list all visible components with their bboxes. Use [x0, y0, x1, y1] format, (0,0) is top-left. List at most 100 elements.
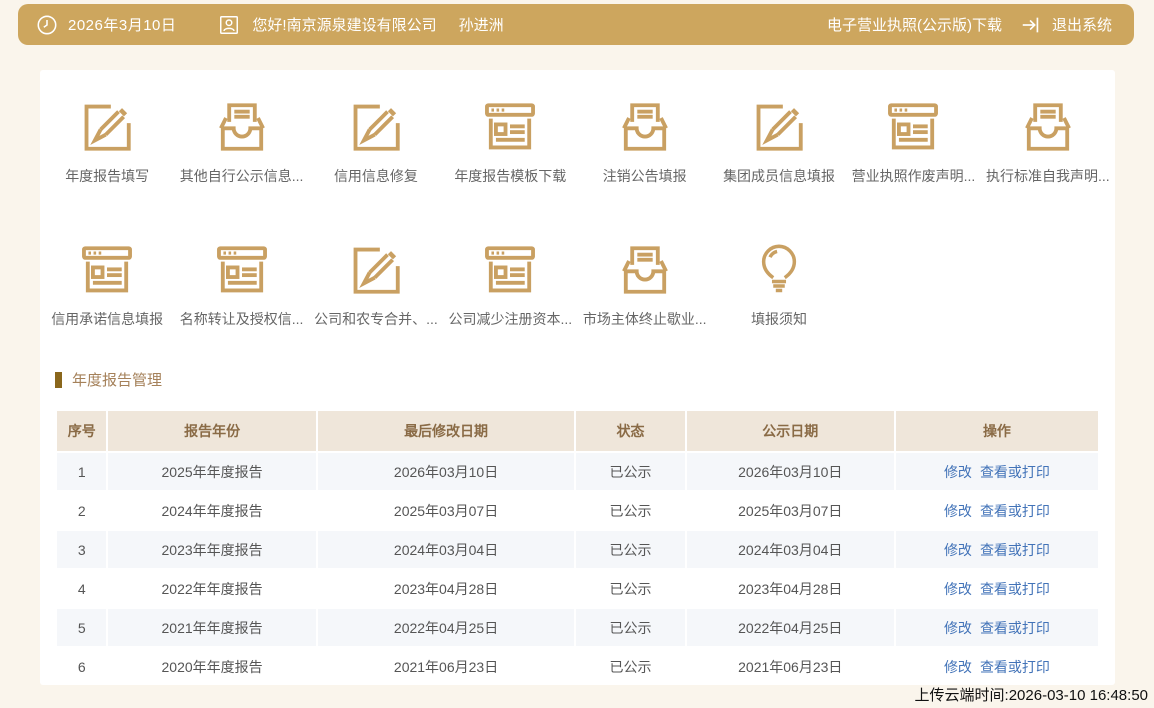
- upload-cloud-time: 上传云端时间:2026-03-10 16:48:50: [914, 687, 1148, 704]
- modify-link[interactable]: 修改: [943, 463, 972, 480]
- feature-item[interactable]: 名称转让及授权信...: [174, 238, 308, 329]
- inbox-icon: [613, 95, 677, 159]
- user-icon: [218, 14, 240, 36]
- feature-item[interactable]: 信用信息修复: [309, 95, 443, 186]
- user-name: 孙进洲: [458, 17, 504, 34]
- edit-icon: [747, 95, 811, 159]
- feature-label: 注销公告填报: [602, 168, 687, 184]
- company-greeting: 您好!南京源泉建设有限公司: [252, 17, 437, 34]
- modify-link[interactable]: 修改: [943, 619, 972, 636]
- view-or-print-link[interactable]: 查看或打印: [979, 502, 1050, 519]
- table-row: 5 2021年年度报告 2022年04月25日 已公示 2022年04月25日 修改 查看或…: [57, 609, 1098, 646]
- column-header: 序号: [57, 411, 107, 451]
- feature-label: 营业执照作废声明...: [851, 168, 976, 184]
- cell-status: 已公示: [576, 531, 685, 568]
- inbox-icon: [210, 95, 274, 159]
- section-accent-bar: [55, 371, 62, 388]
- browser-icon: [478, 95, 542, 159]
- bulb-icon: [747, 238, 811, 302]
- current-date: 2026年3月10日: [68, 17, 177, 34]
- cell-year: 2020年年度报告: [108, 648, 316, 685]
- cell-modified: 2023年04月28日: [317, 570, 575, 607]
- inbox-icon: [613, 238, 677, 302]
- cell-published: 2022年04月25日: [686, 609, 894, 646]
- feature-grid-row1: 年度报告填写 其他自行公示信息... 信用信息修复 年度报告模板下载 注销公告填…: [40, 70, 1115, 186]
- edit-icon: [75, 95, 139, 159]
- cell-status: 已公示: [576, 609, 685, 646]
- cell-actions: 修改 查看或打印: [895, 492, 1098, 529]
- view-or-print-link[interactable]: 查看或打印: [979, 541, 1050, 558]
- feature-item[interactable]: 其他自行公示信息...: [174, 95, 308, 186]
- view-or-print-link[interactable]: 查看或打印: [979, 463, 1050, 480]
- table-header-row: 序号 报告年份 最后修改日期 状态 公示日期 操作: [57, 411, 1098, 451]
- feature-label: 执行标准自我声明...: [985, 168, 1110, 184]
- feature-item[interactable]: 执行标准自我声明...: [981, 95, 1115, 186]
- cell-modified: 2024年03月04日: [317, 531, 575, 568]
- view-or-print-link[interactable]: 查看或打印: [979, 619, 1050, 636]
- modify-link[interactable]: 修改: [943, 658, 972, 675]
- column-header: 最后修改日期: [317, 411, 575, 451]
- cell-year: 2021年年度报告: [108, 609, 316, 646]
- feature-item[interactable]: 填报须知: [712, 238, 846, 329]
- feature-label: 公司减少注册资本...: [448, 311, 573, 327]
- feature-grid-row2: 信用承诺信息填报 名称转让及授权信... 公司和农专合并、... 公司减少注册资…: [40, 186, 1115, 329]
- modify-link[interactable]: 修改: [943, 580, 972, 597]
- cell-no: 3: [57, 531, 107, 568]
- feature-item[interactable]: 年度报告模板下载: [443, 95, 577, 186]
- column-header: 公示日期: [686, 411, 894, 451]
- browser-icon: [75, 238, 139, 302]
- feature-label: 公司和农专合并、...: [314, 311, 438, 327]
- cell-actions: 修改 查看或打印: [895, 453, 1098, 490]
- cell-status: 已公示: [576, 453, 685, 490]
- section-title: 年度报告管理: [72, 372, 163, 389]
- cell-status: 已公示: [576, 492, 685, 529]
- feature-label: 集团成员信息填报: [723, 168, 836, 184]
- cell-no: 2: [57, 492, 107, 529]
- cell-actions: 修改 查看或打印: [895, 570, 1098, 607]
- annual-report-table-wrap: 序号 报告年份 最后修改日期 状态 公示日期 操作 1 2025年年度报告 2026年03月1…: [55, 409, 1100, 687]
- cell-year: 2024年年度报告: [108, 492, 316, 529]
- cell-no: 4: [57, 570, 107, 607]
- feature-item[interactable]: 注销公告填报: [578, 95, 712, 186]
- cell-published: 2021年06月23日: [686, 648, 894, 685]
- cell-published: 2023年04月28日: [686, 570, 894, 607]
- feature-item[interactable]: 年度报告填写: [40, 95, 174, 186]
- view-or-print-link[interactable]: 查看或打印: [979, 658, 1050, 675]
- section-header: 年度报告管理: [55, 369, 1115, 390]
- cell-actions: 修改 查看或打印: [895, 609, 1098, 646]
- feature-label: 信用信息修复: [333, 168, 418, 184]
- cell-no: 1: [57, 453, 107, 490]
- feature-label: 填报须知: [751, 311, 808, 327]
- logout-button[interactable]: 退出系统: [1051, 17, 1112, 34]
- modify-link[interactable]: 修改: [943, 541, 972, 558]
- feature-label: 年度报告填写: [65, 168, 150, 184]
- feature-label: 名称转让及授权信...: [179, 311, 304, 327]
- feature-item[interactable]: 公司和农专合并、...: [309, 238, 443, 329]
- feature-item[interactable]: 集团成员信息填报: [712, 95, 846, 186]
- cell-published: 2024年03月04日: [686, 531, 894, 568]
- feature-label: 信用承诺信息填报: [51, 311, 164, 327]
- edit-icon: [344, 95, 408, 159]
- table-row: 4 2022年年度报告 2023年04月28日 已公示 2023年04月28日 修改 查看或…: [57, 570, 1098, 607]
- feature-item[interactable]: 公司减少注册资本...: [443, 238, 577, 329]
- main-card: 年度报告填写 其他自行公示信息... 信用信息修复 年度报告模板下载 注销公告填…: [40, 70, 1115, 685]
- browser-icon: [881, 95, 945, 159]
- modify-link[interactable]: 修改: [943, 502, 972, 519]
- browser-icon: [210, 238, 274, 302]
- cell-no: 5: [57, 609, 107, 646]
- cell-published: 2025年03月07日: [686, 492, 894, 529]
- browser-icon: [478, 238, 542, 302]
- cell-modified: 2022年04月25日: [317, 609, 575, 646]
- cell-modified: 2025年03月07日: [317, 492, 575, 529]
- logout-icon[interactable]: [1020, 14, 1042, 36]
- license-download-link[interactable]: 电子营业执照(公示版)下载: [826, 17, 1002, 34]
- feature-item[interactable]: 营业执照作废声明...: [846, 95, 980, 186]
- column-header: 状态: [576, 411, 685, 451]
- view-or-print-link[interactable]: 查看或打印: [979, 580, 1050, 597]
- feature-item[interactable]: 信用承诺信息填报: [40, 238, 174, 329]
- inbox-icon: [1016, 95, 1080, 159]
- top-bar: 2026年3月10日 您好!南京源泉建设有限公司 孙进洲 电子营业执照(公示版)…: [18, 4, 1134, 45]
- feature-item[interactable]: 市场主体终止歇业...: [578, 238, 712, 329]
- cell-no: 6: [57, 648, 107, 685]
- cell-modified: 2021年06月23日: [317, 648, 575, 685]
